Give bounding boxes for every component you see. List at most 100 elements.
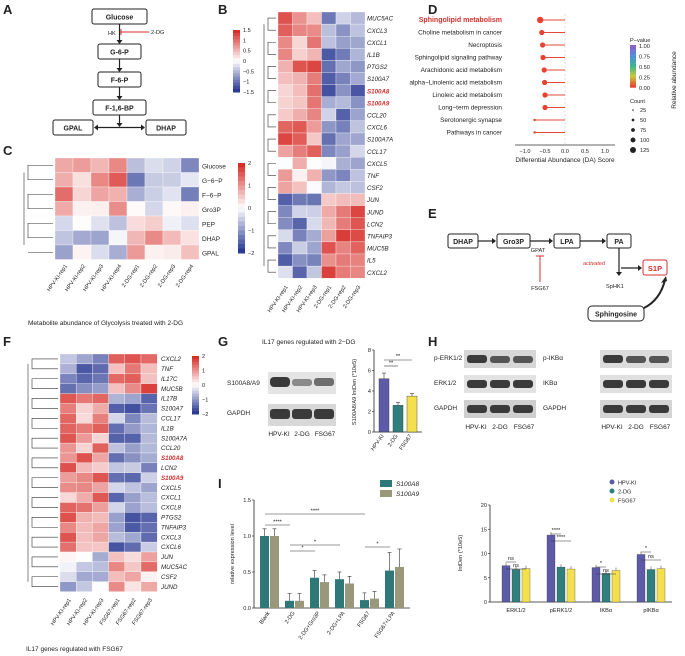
count-tick: 25 xyxy=(640,108,646,114)
legend-swatch xyxy=(192,396,199,400)
heatmap-cell xyxy=(140,452,158,464)
heatmap-cell xyxy=(335,60,351,73)
heatmap-cell xyxy=(124,403,142,414)
dendrogram-branch xyxy=(27,164,53,181)
row-label: IL5 xyxy=(367,258,376,265)
heatmap-cell xyxy=(76,442,93,454)
heatmap-cell xyxy=(59,472,77,483)
arrow-head xyxy=(116,96,123,100)
dendrogram-branch xyxy=(31,556,58,568)
panel-label-h: H xyxy=(428,334,437,349)
heatmap-cell xyxy=(59,413,77,424)
heatmap-cell xyxy=(76,581,93,592)
heatmap-cell xyxy=(92,423,109,434)
e-lpa-label: LPA xyxy=(560,239,573,246)
heatmap-cell xyxy=(335,11,351,25)
heatmap-cell xyxy=(277,23,293,37)
count-dot xyxy=(631,128,635,132)
heatmap-cell xyxy=(350,265,366,279)
legend-swatch xyxy=(192,405,199,409)
pvalue-swatch xyxy=(630,80,636,83)
x-tick-label: 2-DG xyxy=(284,611,297,625)
heatmap-cell xyxy=(72,172,92,188)
heatmap-cell xyxy=(92,413,109,424)
x-tick-label: IKBα xyxy=(600,608,613,614)
heatmap-cell xyxy=(350,193,366,206)
row-label: MUC5B xyxy=(161,386,183,393)
dendrogram-branch xyxy=(27,193,53,210)
heatmap-cell xyxy=(92,561,109,572)
heatmap-cell xyxy=(321,60,337,73)
legend-tick-label: −1 xyxy=(243,80,249,86)
sig-label: ** xyxy=(389,361,394,367)
heatmap-cell xyxy=(92,551,109,563)
band xyxy=(513,356,533,363)
row-label: S100A7 xyxy=(367,76,390,83)
pvalue-swatch xyxy=(630,46,636,49)
heatmap-caption: IL17 genes regulated with 2−DG xyxy=(262,339,355,346)
legend-swatch xyxy=(238,230,245,236)
row-label: CXCL8 xyxy=(161,505,182,512)
bar xyxy=(646,569,656,603)
heatmap-cell xyxy=(335,253,351,267)
heatmap-cell xyxy=(108,201,128,217)
legend-swatch xyxy=(192,402,199,406)
pvalue-swatch xyxy=(630,62,636,64)
bar xyxy=(320,582,329,608)
heatmap-cell xyxy=(92,581,109,592)
heatmap-cell xyxy=(59,353,77,365)
bar xyxy=(556,566,566,603)
heatmap-cell xyxy=(76,571,93,582)
heatmap-cell xyxy=(292,193,308,206)
legend-tick-label: 0 xyxy=(243,59,246,65)
dhap-box xyxy=(145,119,187,136)
dendrogram-branch xyxy=(31,418,58,429)
legend-tick-label: −2 xyxy=(248,251,254,257)
legend-swatch xyxy=(192,382,199,386)
heatmap-cell xyxy=(108,215,128,231)
legend-swatch xyxy=(238,190,245,195)
heatmap-cell xyxy=(350,60,366,73)
heatmap-cell xyxy=(277,120,293,134)
row-label: CXCL2 xyxy=(367,270,388,277)
heatmap-cell xyxy=(306,144,322,158)
heatmap-cell xyxy=(59,403,77,414)
arrow-head xyxy=(94,124,98,131)
legend-label: S100A8 xyxy=(396,481,420,488)
heatmap-cell xyxy=(321,241,337,255)
x-tick-label: pERK1/2 xyxy=(550,608,572,614)
heatmap-cell xyxy=(277,108,293,122)
dendrogram-branch xyxy=(31,398,58,409)
legend-title: P−value xyxy=(630,38,650,44)
blot-label: GAPDH xyxy=(434,405,457,412)
heatmap-cell xyxy=(126,157,146,173)
heatmap-cell xyxy=(108,532,125,543)
legend-swatch xyxy=(238,167,245,173)
bar xyxy=(511,569,521,603)
row-label: IL17B xyxy=(161,396,177,403)
y-axis-label: Relative abundance xyxy=(671,51,678,109)
legend-tick-label: 1 xyxy=(243,38,246,44)
heatmap-cell xyxy=(144,186,164,202)
heatmap-cell xyxy=(140,502,158,513)
pvalue-tick: 1.00 xyxy=(639,44,650,50)
row-label: JUND xyxy=(160,584,178,591)
heatmap-cell xyxy=(90,186,110,202)
heatmap-cell xyxy=(140,482,158,493)
heatmap-cell xyxy=(277,217,293,230)
legend-swatch xyxy=(233,70,240,74)
arrow-head xyxy=(492,238,496,244)
heatmap-cell xyxy=(350,144,366,158)
pvalue-swatch xyxy=(630,82,636,85)
legend-swatch xyxy=(233,36,240,40)
s1p-label: S1P xyxy=(648,264,662,273)
legend-swatch xyxy=(192,408,199,412)
row-label: S100A8 xyxy=(161,455,184,462)
heatmap-cell xyxy=(59,423,77,434)
legend-swatch xyxy=(233,85,240,90)
heatmap-cell xyxy=(350,120,366,134)
pvalue-tick: 0.25 xyxy=(639,76,650,82)
heatmap-cell xyxy=(90,215,110,231)
legend-tick-label: 2 xyxy=(248,161,251,167)
legend-swatch xyxy=(192,393,199,398)
